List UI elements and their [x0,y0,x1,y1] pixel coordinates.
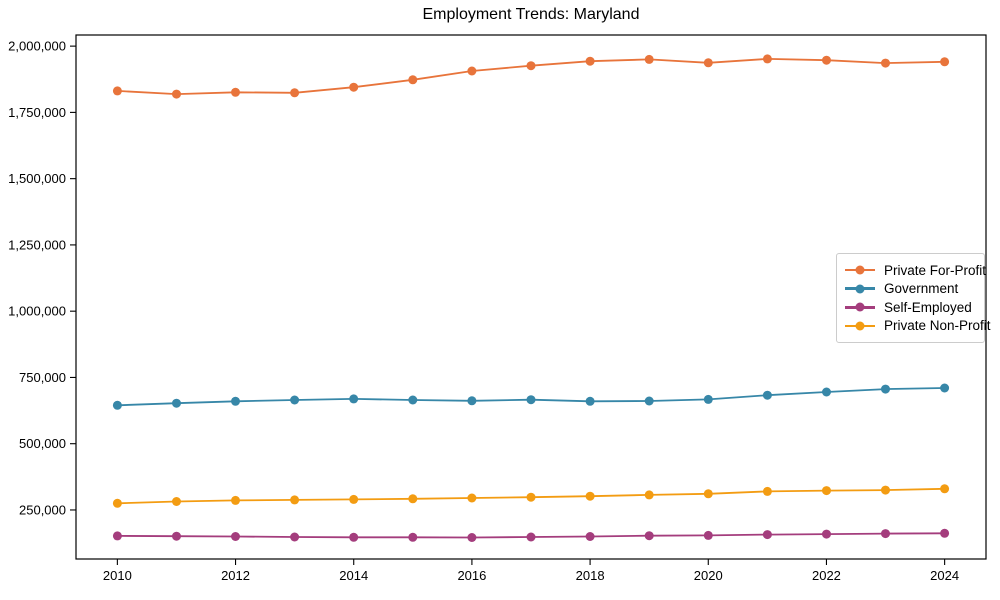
data-point-marker [526,532,536,542]
legend-line-marker-icon [845,284,875,294]
data-point-marker [881,58,890,68]
legend-line-marker-icon [845,265,875,275]
data-point-marker [231,87,240,97]
y-tick-label: 2,000,000 [8,39,66,54]
legend-entry-self-employed: Self-Employed [845,298,976,316]
data-point-marker [585,532,595,541]
data-point-marker [408,494,418,504]
data-point-marker [172,398,181,408]
data-point-marker [881,384,890,394]
data-point-marker [467,533,477,542]
data-point-marker [703,489,713,499]
data-point-marker [881,485,890,495]
x-tick-label: 2020 [694,568,723,583]
data-point-marker [585,396,595,406]
data-point-marker [940,484,950,494]
data-point-marker [822,486,831,496]
data-point-marker [526,492,536,502]
data-point-marker [408,75,418,85]
data-point-marker [762,54,772,64]
legend-line-marker-icon [845,321,875,331]
y-tick-label: 1,500,000 [8,171,66,186]
legend-line-marker-icon [845,302,875,312]
x-tick-label: 2012 [221,568,250,583]
data-point-marker [822,387,831,397]
y-tick-label: 1,750,000 [8,105,66,120]
data-point-marker [349,494,359,504]
data-point-marker [349,394,359,404]
data-point-marker [112,498,122,508]
data-point-marker [703,58,713,68]
data-point-marker [940,57,950,67]
data-point-marker [290,495,300,505]
x-tick-label: 2016 [457,568,486,583]
data-point-marker [762,486,772,496]
chart-legend: Private For-Profit Government Self-Emplo… [836,253,991,343]
data-point-marker [112,86,122,96]
x-tick-label: 2024 [930,568,959,583]
legend-entry-private-non-profit: Private Non-Profit [845,317,991,335]
legend-label: Private Non-Profit [884,318,991,334]
data-point-marker [644,531,654,541]
data-point-marker [822,529,831,539]
data-point-marker [231,495,240,505]
data-point-marker [467,396,477,406]
data-point-marker [408,532,418,542]
y-tick-label: 1,250,000 [8,237,66,252]
data-point-marker [467,66,477,76]
x-tick-label: 2022 [812,568,841,583]
data-point-marker [703,394,713,404]
data-point-marker [349,82,359,92]
y-tick-label: 500,000 [19,436,66,451]
x-tick-label: 2014 [339,568,368,583]
data-point-marker [644,490,654,500]
data-point-marker [349,532,359,542]
plot-area-border [75,34,987,560]
legend-label: Government [884,281,959,297]
data-point-marker [231,396,240,406]
x-tick-label: 2010 [103,568,132,583]
data-point-marker [881,529,890,539]
legend-label: Self-Employed [884,299,972,315]
data-point-marker [644,396,654,406]
y-tick-label: 250,000 [19,502,66,517]
data-point-marker [467,493,477,503]
data-point-marker [290,532,300,542]
data-point-marker [822,55,831,65]
data-point-marker [231,532,240,541]
y-tick-label: 750,000 [19,370,66,385]
data-point-marker [112,400,122,410]
data-point-marker [940,383,950,393]
data-point-marker [762,390,772,400]
data-point-marker [172,89,181,99]
data-point-marker [585,56,595,66]
data-point-marker [172,497,181,506]
data-point-marker [644,54,654,64]
data-point-marker [112,531,122,541]
data-point-marker [408,395,418,405]
data-point-marker [703,530,713,540]
data-point-marker [526,61,536,71]
legend-label: Private For-Profit [884,262,987,278]
legend-entry-private-for-profit: Private For-Profit [845,261,986,279]
data-point-marker [762,530,772,540]
chart-title: Employment Trends: Maryland [422,6,640,23]
legend-entry-government: Government [845,280,976,298]
data-point-marker [585,491,595,501]
data-point-marker [290,395,300,405]
data-point-marker [526,395,536,405]
data-point-marker [290,88,300,98]
x-tick-label: 2018 [576,568,605,583]
data-point-marker [940,528,950,538]
data-point-marker [172,531,181,541]
y-tick-label: 1,000,000 [8,304,66,319]
